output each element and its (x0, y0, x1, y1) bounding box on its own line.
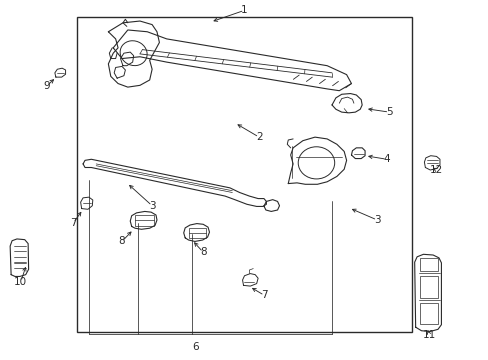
Text: 1: 1 (241, 5, 247, 15)
Text: 9: 9 (43, 81, 50, 91)
Text: 7: 7 (261, 291, 267, 300)
Bar (188, 228, 205, 238)
Bar (77, 18, 411, 332)
Text: 5: 5 (386, 107, 392, 117)
Text: 11: 11 (422, 330, 435, 340)
Text: 6: 6 (192, 342, 199, 352)
Text: 4: 4 (383, 154, 389, 164)
Bar (419, 303, 437, 324)
Text: 10: 10 (14, 277, 27, 287)
Bar (135, 215, 153, 226)
Text: 7: 7 (70, 218, 77, 228)
Text: 2: 2 (255, 132, 262, 142)
Text: 8: 8 (200, 247, 206, 257)
Text: 12: 12 (429, 165, 442, 175)
Text: 3: 3 (148, 201, 155, 211)
Bar (419, 276, 437, 298)
Text: 3: 3 (373, 215, 380, 225)
Bar (419, 258, 437, 271)
Text: 8: 8 (119, 237, 125, 247)
